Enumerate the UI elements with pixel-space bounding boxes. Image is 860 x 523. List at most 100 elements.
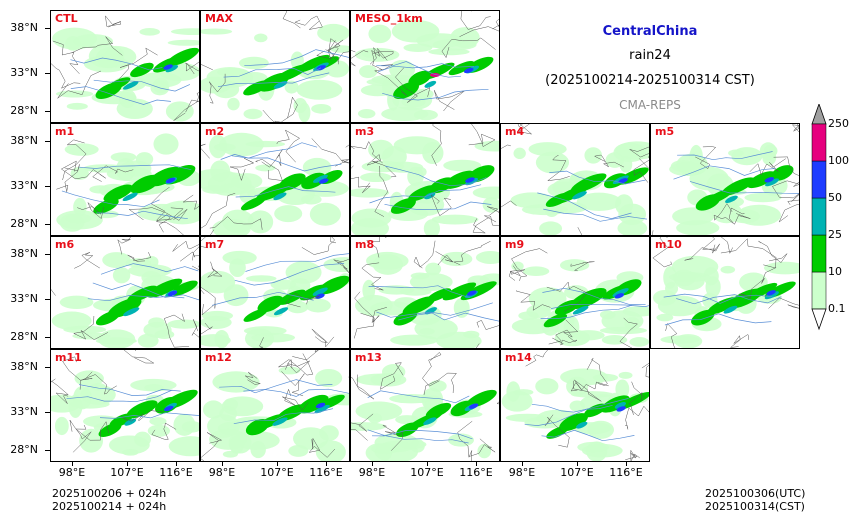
rainfall-map [501, 350, 649, 461]
lon-tick-mark [277, 462, 278, 466]
rainfall-map [56, 133, 199, 235]
lon-tick-mark [476, 462, 477, 466]
lat-tick-mark [45, 254, 50, 255]
valid-time-utc: 2025100306(UTC) [705, 487, 806, 500]
rainfall-map [351, 124, 499, 235]
lon-tick-label: 98°E [208, 466, 236, 479]
colorbar-label: 100 [828, 154, 849, 167]
rainfall-map [201, 11, 349, 122]
rainfall-map [652, 124, 799, 235]
panel-label: m5 [655, 125, 675, 138]
lat-tick-label: 28°N [10, 330, 38, 343]
lat-tick-label: 33°N [10, 292, 38, 305]
lat-tick-label: 28°N [10, 217, 38, 230]
lat-tick-mark [45, 337, 50, 338]
rainfall-map [508, 248, 649, 348]
panel-label: MESO_1km [355, 12, 423, 25]
lon-tick-label: 116°E [309, 466, 343, 479]
lon-tick-label: 107°E [260, 466, 294, 479]
valid-time-footer: 2025100306(UTC) 2025100314(CST) [705, 487, 805, 513]
panel-label: m2 [205, 125, 225, 138]
lat-tick-mark [45, 450, 50, 451]
colorbar-label: 10 [828, 265, 842, 278]
forecast-panel-m4: m4 [500, 123, 650, 236]
forecast-panel-m7: m7 [200, 236, 350, 349]
lat-tick-label: 33°N [10, 405, 38, 418]
lon-tick-label: 107°E [410, 466, 444, 479]
forecast-panel-m3: m3 [350, 123, 500, 236]
lat-tick-label: 33°N [10, 179, 38, 192]
init-line-cst: 2025100214 + 024h [52, 500, 167, 513]
forecast-panel-m14: m14 [500, 349, 650, 462]
rainfall-map [501, 124, 649, 235]
colorbar-segment [811, 123, 827, 162]
lon-tick-mark [372, 462, 373, 466]
period-title: (2025100214-2025100314 CST) [545, 73, 755, 88]
lat-tick-label: 38°N [10, 360, 38, 373]
colorbar [811, 104, 827, 331]
forecast-panel-m8: m8 [350, 236, 500, 349]
lon-tick-mark [176, 462, 177, 466]
variable-title: rain24 [629, 48, 671, 63]
lon-tick-label: 107°E [110, 466, 144, 479]
lat-tick-mark [45, 412, 50, 413]
init-time-footer: 2025100206 + 024h 2025100214 + 024h [52, 487, 166, 513]
lon-tick-mark [127, 462, 128, 466]
colorbar-label: 25 [828, 228, 842, 241]
colorbar-extend-low [811, 308, 827, 331]
colorbar-segment [811, 160, 827, 199]
panel-label: m14 [505, 351, 532, 364]
forecast-panel-ctl: CTL [50, 10, 200, 123]
lon-tick-label: 107°E [560, 466, 594, 479]
lat-tick-mark [45, 141, 50, 142]
lat-tick-label: 33°N [10, 66, 38, 79]
lon-tick-label: 98°E [358, 466, 386, 479]
valid-time-cst: 2025100314(CST) [705, 500, 805, 513]
forecast-panel-m12: m12 [200, 349, 350, 462]
rainfall-map [351, 11, 499, 122]
forecast-panel-m6: m6 [50, 236, 200, 349]
forecast-panel-m10: m10 [650, 236, 800, 349]
panel-label: m9 [505, 238, 525, 251]
panel-label: m3 [355, 125, 375, 138]
lat-tick-mark [45, 224, 50, 225]
panel-label: m10 [655, 238, 682, 251]
lon-tick-label: 98°E [58, 466, 86, 479]
panel-label: m4 [505, 125, 525, 138]
lat-tick-mark [45, 186, 50, 187]
lon-tick-mark [222, 462, 223, 466]
panel-label: m6 [55, 238, 75, 251]
rainfall-map [353, 237, 499, 348]
lon-tick-mark [326, 462, 327, 466]
forecast-panel-m9: m9 [500, 236, 650, 349]
colorbar-extend-high [811, 104, 827, 125]
panel-label: m8 [355, 238, 375, 251]
lat-tick-mark [45, 73, 50, 74]
lon-tick-label: 98°E [508, 466, 536, 479]
rainfall-map [652, 237, 799, 348]
init-line-utc: 2025100206 + 024h [52, 487, 167, 500]
lat-tick-label: 28°N [10, 443, 38, 456]
region-title: CentralChina [602, 24, 698, 39]
lat-tick-label: 38°N [10, 247, 38, 260]
rainfall-map [51, 350, 199, 457]
lon-tick-label: 116°E [609, 466, 643, 479]
lon-tick-mark [577, 462, 578, 466]
forecast-panel-m2: m2 [200, 123, 350, 236]
forecast-panel-m13: m13 [350, 349, 500, 462]
colorbar-label: 50 [828, 191, 842, 204]
lon-tick-label: 116°E [459, 466, 493, 479]
rainfall-map [351, 352, 499, 461]
rainfall-map [51, 15, 199, 122]
colorbar-segment [811, 197, 827, 236]
lat-tick-label: 28°N [10, 104, 38, 117]
rainfall-map [201, 350, 349, 461]
model-title: CMA-REPS [619, 98, 681, 112]
forecast-panel-meso-1km: MESO_1km [350, 10, 500, 123]
forecast-panel-max: MAX [200, 10, 350, 123]
panel-label: MAX [205, 12, 233, 25]
rainfall-map [201, 237, 349, 348]
panel-label: m11 [55, 351, 82, 364]
lat-tick-mark [45, 28, 50, 29]
